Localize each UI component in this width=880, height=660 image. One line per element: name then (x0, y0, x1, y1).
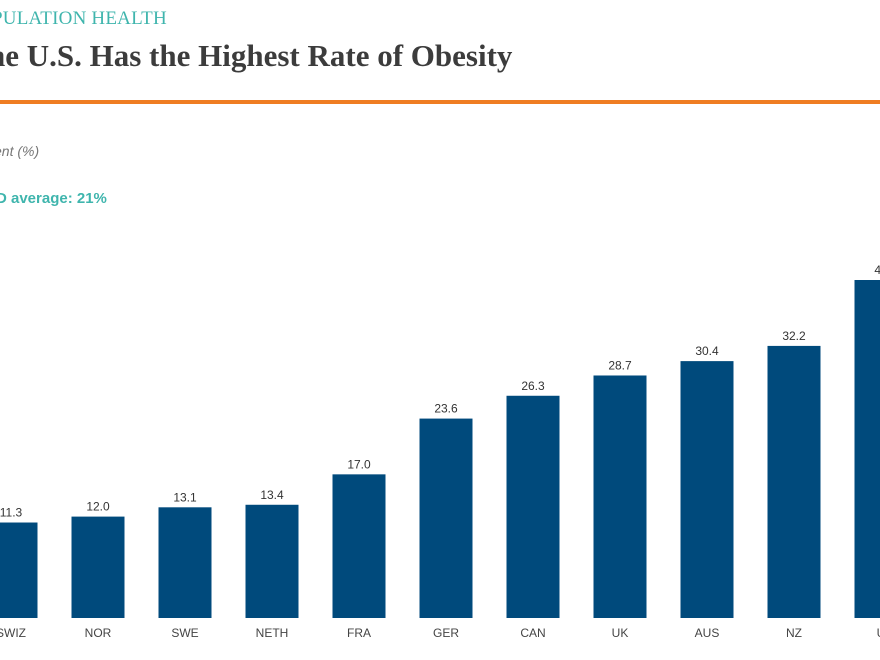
bar-nor (71, 516, 125, 618)
y-axis-label: ent (%) (0, 143, 40, 159)
bar-aus (680, 361, 734, 618)
value-label: 40 (874, 263, 880, 277)
category-labels-group: SWIZ NOR SWE NETH FRA GER CAN UK AUS NZ U (0, 626, 880, 640)
category-label: NETH (256, 626, 289, 640)
category-label: GER (433, 626, 459, 640)
category-label: SWE (171, 626, 198, 640)
bar-fra (332, 474, 386, 618)
category-label: SWIZ (0, 626, 26, 640)
category-label: NOR (85, 626, 112, 640)
category-label: CAN (520, 626, 545, 640)
category-label: U (877, 626, 880, 640)
chart-title: he U.S. Has the Highest Rate of Obesity (0, 38, 513, 73)
category-label: FRA (347, 626, 371, 640)
value-label: 11.3 (0, 506, 23, 520)
value-label: 28.7 (608, 358, 632, 372)
category-label: AUS (695, 626, 720, 640)
section-label: PULATION HEALTH (0, 8, 167, 29)
value-label: 26.3 (521, 379, 545, 393)
category-label: UK (612, 626, 629, 640)
value-label: 13.4 (260, 488, 284, 502)
bar-swe (158, 507, 212, 618)
average-annotation: D average: 21% (0, 190, 107, 207)
value-label: 12.0 (86, 500, 110, 514)
title-divider (0, 100, 880, 104)
bar-nz (767, 345, 821, 618)
bar-swiz (0, 522, 38, 618)
value-label: 13.1 (173, 490, 197, 504)
category-label: NZ (786, 626, 802, 640)
bar-uk (593, 375, 647, 618)
value-label: 17.0 (347, 457, 371, 471)
value-labels-group: 11.3 12.0 13.1 13.4 17.0 23.6 26.3 28.7 30.4 32.2… (0, 263, 880, 520)
value-label: 32.2 (782, 329, 806, 343)
bar-u (854, 280, 880, 618)
value-label: 23.6 (434, 402, 458, 416)
bar-neth (245, 504, 299, 618)
bar-ger (419, 418, 473, 618)
bars-group (0, 280, 880, 618)
value-label: 30.4 (695, 344, 719, 358)
bar-can (506, 395, 560, 618)
